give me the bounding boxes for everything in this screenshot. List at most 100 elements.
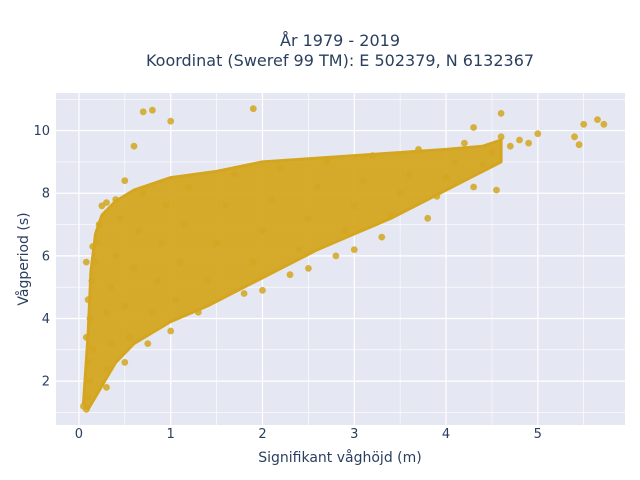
data-point: [350, 246, 358, 254]
data-point: [231, 171, 239, 178]
data-point: [149, 308, 156, 316]
chart-title-line2: Koordinat (Sweref 99 TM): E 502379, N 61…: [146, 51, 534, 70]
data-point: [341, 227, 349, 235]
data-point: [139, 189, 147, 197]
x-tick-label: 0: [75, 427, 83, 442]
data-point: [84, 296, 92, 304]
data-point: [259, 227, 266, 235]
data-point: [580, 120, 588, 128]
data-point: [534, 130, 542, 138]
x-tick-label: 4: [442, 427, 450, 442]
data-point: [162, 202, 170, 210]
y-tick-label: 4: [42, 312, 50, 327]
data-point: [181, 221, 188, 228]
data-point: [600, 120, 608, 128]
data-points: [80, 105, 608, 413]
data-point: [116, 214, 124, 222]
data-point: [286, 271, 294, 279]
data-point: [103, 365, 110, 372]
data-point: [396, 189, 404, 197]
data-point: [112, 196, 120, 203]
chart-title-line1: År 1979 - 2019: [280, 31, 400, 50]
data-point: [103, 308, 110, 316]
data-point: [305, 214, 312, 222]
data-point: [350, 202, 358, 210]
data-point: [277, 164, 285, 172]
data-point: [497, 110, 505, 117]
data-point: [84, 359, 92, 366]
data-point: [167, 327, 175, 335]
data-point: [323, 158, 331, 166]
data-point: [387, 211, 395, 219]
x-tick-labels: 0 1 2 3 4 5: [75, 427, 542, 442]
data-point: [594, 116, 601, 123]
data-point: [305, 265, 312, 272]
data-point: [171, 296, 179, 304]
data-point: [461, 139, 468, 147]
data-point: [575, 141, 583, 149]
data-point: [89, 346, 97, 354]
y-axis-title: Vågperiod (s): [15, 212, 32, 305]
data-point: [82, 333, 90, 341]
data-point: [167, 117, 175, 125]
data-point: [92, 258, 99, 266]
data-point: [442, 174, 450, 182]
data-point: [149, 106, 156, 114]
data-point: [369, 152, 376, 160]
data-point: [139, 108, 147, 116]
data-point: [213, 239, 221, 247]
data-point: [89, 243, 97, 250]
data-point: [516, 136, 523, 144]
data-point: [130, 265, 138, 272]
y-tick-labels: 2 4 6 8 10: [33, 124, 50, 390]
data-point: [571, 133, 578, 141]
data-point: [121, 177, 129, 185]
data-point: [497, 133, 505, 141]
data-point: [268, 196, 276, 203]
x-tick-label: 5: [534, 427, 542, 442]
data-point: [488, 149, 496, 156]
data-point: [176, 258, 184, 266]
data-point: [259, 286, 266, 294]
data-point: [112, 252, 120, 260]
data-point: [121, 302, 129, 310]
y-tick-label: 2: [42, 375, 50, 390]
data-point: [103, 199, 110, 207]
data-point: [125, 333, 133, 341]
data-point: [144, 340, 152, 347]
data-point: [314, 183, 321, 191]
data-point: [470, 183, 477, 191]
data-point: [525, 139, 532, 147]
data-point: [405, 171, 413, 178]
data-point: [82, 405, 90, 413]
data-point: [470, 124, 477, 131]
data-point: [107, 283, 115, 291]
data-point: [479, 161, 487, 169]
data-point: [295, 246, 303, 254]
data-point: [135, 227, 143, 235]
y-tick-label: 8: [42, 187, 50, 202]
data-point: [153, 277, 161, 285]
data-point: [185, 183, 193, 191]
data-point: [88, 277, 96, 285]
data-point: [424, 214, 432, 222]
data-point: [433, 193, 441, 200]
data-point: [493, 186, 500, 194]
data-point: [194, 308, 202, 316]
data-point: [249, 258, 257, 266]
data-point: [378, 233, 386, 241]
y-tick-label: 6: [42, 249, 50, 264]
data-point: [103, 384, 110, 391]
data-point: [506, 142, 514, 150]
x-tick-label: 2: [258, 427, 266, 442]
data-point: [222, 202, 230, 210]
data-point: [332, 252, 340, 260]
data-point: [82, 258, 90, 266]
data-point: [107, 340, 115, 347]
data-point: [130, 142, 138, 150]
data-point: [86, 315, 94, 322]
data-point: [415, 146, 422, 153]
x-tick-label: 3: [350, 427, 358, 442]
data-point: [158, 239, 165, 247]
